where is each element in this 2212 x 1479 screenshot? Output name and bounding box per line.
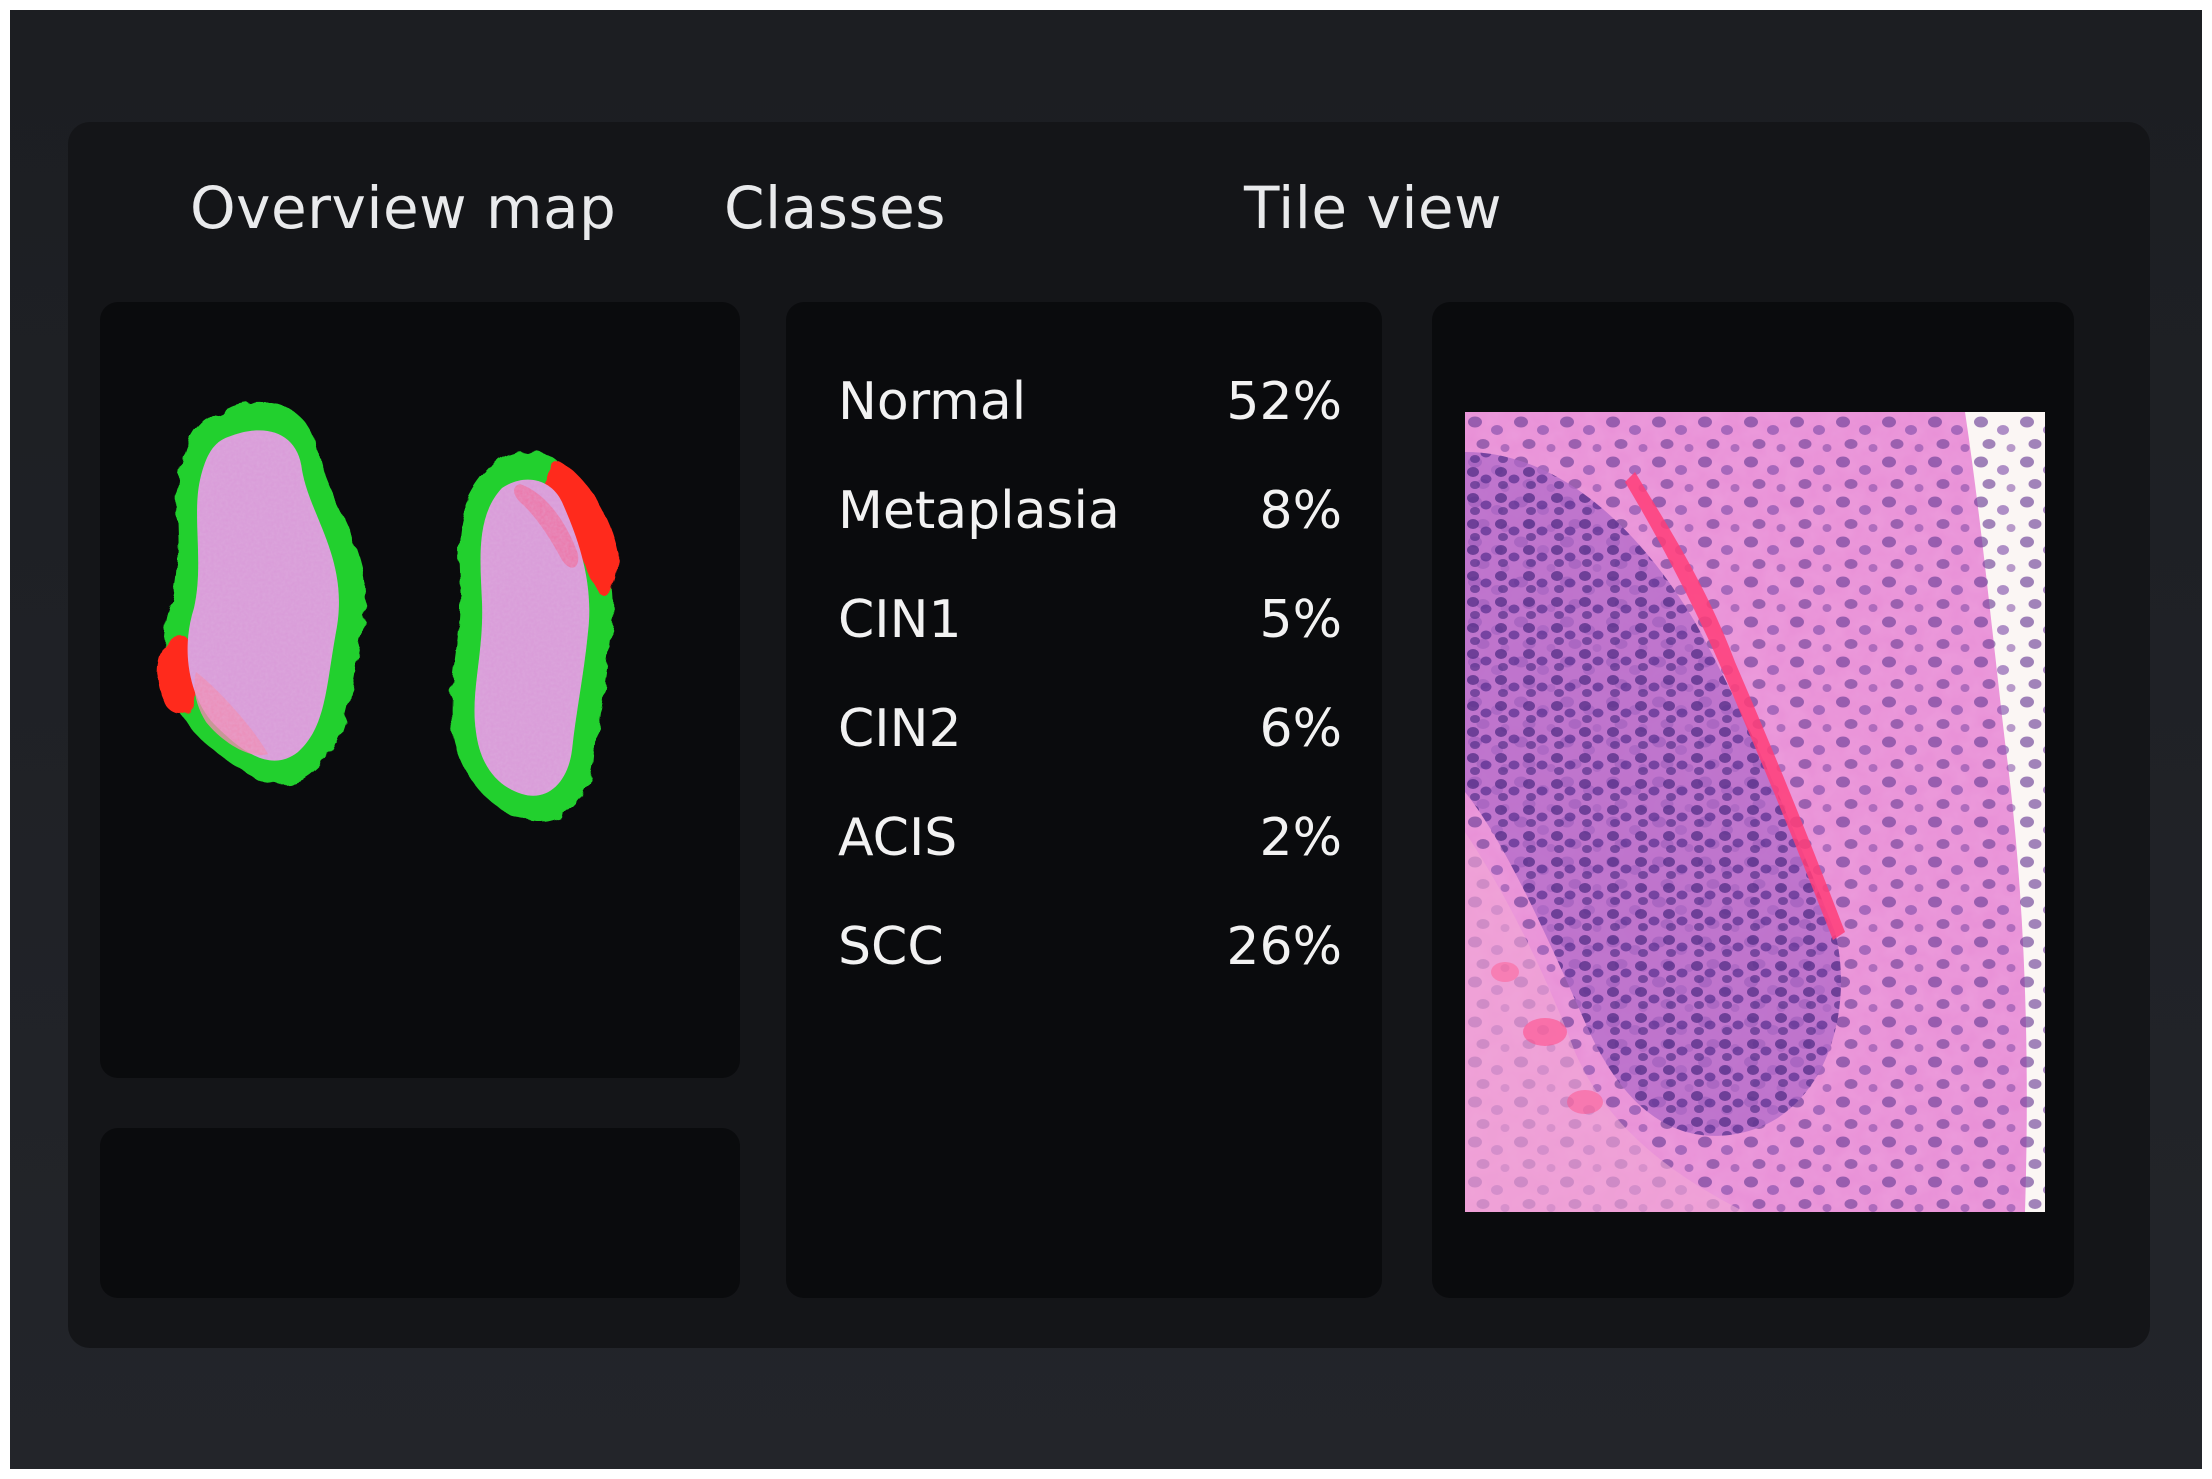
class-name: Metaplasia <box>838 481 1120 541</box>
class-percent: 2% <box>1259 808 1343 868</box>
class-percent: 52% <box>1226 372 1342 432</box>
overview-info-panel <box>100 1128 740 1298</box>
dashboard-card: Overview map Classes Tile view <box>68 122 2150 1348</box>
class-name: CIN1 <box>838 590 962 650</box>
class-row[interactable]: SCC 26% <box>838 917 1342 987</box>
app-window: Overview map Classes Tile view <box>10 10 2202 1469</box>
class-percent: 26% <box>1226 917 1342 977</box>
overview-map-panel[interactable] <box>100 302 740 1078</box>
class-name: Normal <box>838 372 1027 432</box>
class-row[interactable]: ACIS 2% <box>838 808 1342 878</box>
classes-panel: Normal 52% Metaplasia 8% CIN1 5% CIN2 6%… <box>786 302 1382 1298</box>
class-name: SCC <box>838 917 944 977</box>
histology-tile-image-icon[interactable] <box>1465 412 2045 1212</box>
class-name: ACIS <box>838 808 958 868</box>
classes-title: Classes <box>724 174 946 242</box>
overview-map-title: Overview map <box>190 174 617 242</box>
class-row[interactable]: CIN2 6% <box>838 699 1342 769</box>
class-row[interactable]: Metaplasia 8% <box>838 481 1342 551</box>
class-percent: 5% <box>1259 590 1343 650</box>
class-name: CIN2 <box>838 699 962 759</box>
tissue-segmentation-map-icon <box>156 402 619 822</box>
tile-view-title: Tile view <box>1244 174 1503 242</box>
class-percent: 6% <box>1259 699 1343 759</box>
class-row[interactable]: Normal 52% <box>838 372 1342 442</box>
class-percent: 8% <box>1259 481 1343 541</box>
class-row[interactable]: CIN1 5% <box>838 590 1342 660</box>
tile-view-panel <box>1432 302 2074 1298</box>
